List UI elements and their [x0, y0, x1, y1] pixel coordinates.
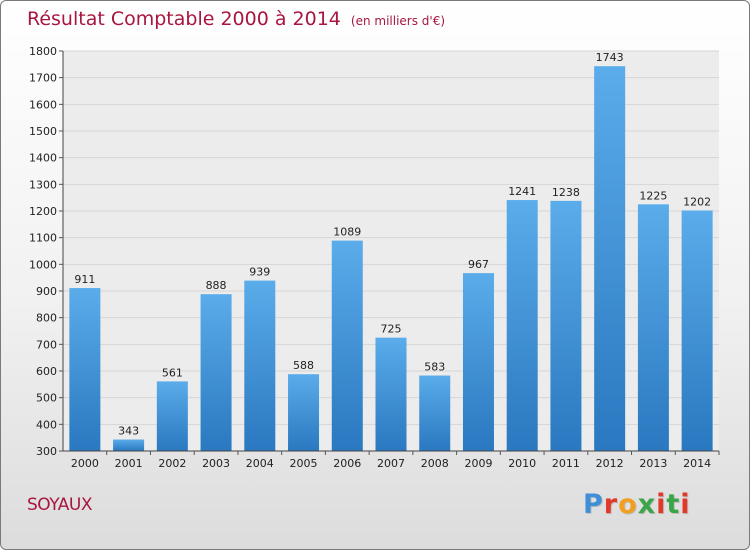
value-label-2009: 967	[468, 258, 489, 271]
value-label-2012: 1743	[596, 51, 624, 64]
y-tick-label-400: 400	[36, 418, 57, 431]
x-tick-label-2009: 2009	[464, 457, 492, 470]
x-tick-label-2004: 2004	[246, 457, 274, 470]
axes	[62, 51, 719, 452]
x-tick-label-2008: 2008	[421, 457, 449, 470]
value-label-2014: 1202	[683, 195, 711, 208]
bar-2005	[288, 374, 320, 451]
logo-letter-5: t	[666, 489, 681, 520]
chart-title-text: Résultat Comptable 2000 à 2014	[27, 8, 341, 30]
bars	[69, 66, 713, 451]
y-tick-label-1200: 1200	[29, 205, 57, 218]
logo-letter-6: i	[680, 489, 691, 520]
y-tick-label-800: 800	[36, 312, 57, 325]
x-tick-label-2012: 2012	[596, 457, 624, 470]
y-tick-label-600: 600	[36, 365, 57, 378]
x-tick-label-2014: 2014	[683, 457, 711, 470]
y-tick-label-300: 300	[36, 445, 57, 458]
x-tick-label-2007: 2007	[377, 457, 405, 470]
y-tick-label-1100: 1100	[29, 232, 57, 245]
proxiti-logo: Proxiti	[583, 489, 691, 520]
x-tick-label-2003: 2003	[202, 457, 230, 470]
bar-2010	[506, 200, 538, 451]
value-label-2001: 343	[118, 425, 139, 438]
value-label-2002: 561	[162, 366, 183, 379]
x-tick-label-2011: 2011	[552, 457, 580, 470]
logo-letter-3: x	[637, 489, 657, 520]
y-tick-label-500: 500	[36, 392, 57, 405]
bar-2007	[375, 337, 407, 451]
value-label-2006: 1089	[333, 226, 361, 239]
y-tick-label-900: 900	[36, 285, 57, 298]
value-label-2008: 583	[424, 361, 445, 374]
y-tick-label-1700: 1700	[29, 72, 57, 85]
x-tick-label-2002: 2002	[158, 457, 186, 470]
bar-2006	[331, 240, 363, 451]
value-label-2007: 725	[381, 323, 402, 336]
logo-letter-4: i	[656, 489, 667, 520]
x-tick-label-2000: 2000	[71, 457, 99, 470]
city-name: SOYAUX	[27, 495, 93, 515]
bar-2011	[550, 200, 582, 451]
x-tick-label-2006: 2006	[333, 457, 361, 470]
y-tick-label-1600: 1600	[29, 98, 57, 111]
bar-2013	[637, 204, 669, 451]
value-label-2004: 939	[249, 266, 270, 279]
value-label-2003: 888	[206, 279, 227, 292]
bar-2004	[244, 280, 276, 451]
bar-2012	[594, 66, 626, 451]
y-tick-label-1300: 1300	[29, 178, 57, 191]
value-label-2005: 588	[293, 359, 314, 372]
value-labels: 911 343 561 888 939 588 1089 725 583 967 1241 1238 1…	[74, 51, 711, 437]
logo-letter-2: o	[618, 489, 638, 520]
x-tick-label-2005: 2005	[290, 457, 318, 470]
y-tick-label-1800: 1800	[29, 45, 57, 58]
y-axis-ticks: 300 400 500 600 700 800 900 1000 1100 1200 1300 140…	[29, 45, 63, 458]
y-tick-label-700: 700	[36, 338, 57, 351]
bar-2000	[69, 288, 101, 451]
bar-2003	[200, 294, 232, 451]
value-label-2010: 1241	[508, 185, 536, 198]
bar-2002	[156, 381, 188, 451]
value-label-2013: 1225	[639, 189, 667, 202]
x-axis-ticks: 2000 2001 2002 2003 2004 2005 2006 2007 2008 2009…	[71, 451, 720, 470]
x-tick-label-2013: 2013	[639, 457, 667, 470]
x-tick-label-2001: 2001	[115, 457, 143, 470]
value-label-2011: 1238	[552, 186, 580, 199]
x-tick-label-2010: 2010	[508, 457, 536, 470]
y-tick-label-1500: 1500	[29, 125, 57, 138]
y-tick-label-1400: 1400	[29, 152, 57, 165]
bar-2008	[419, 375, 451, 451]
chart-subtitle: (en milliers d'€)	[350, 14, 446, 28]
chart-title: Résultat Comptable 2000 à 2014 (en millie…	[27, 8, 445, 30]
bar-2009	[462, 273, 494, 451]
y-tick-label-1000: 1000	[29, 258, 57, 271]
logo-letter-0: P	[583, 489, 604, 520]
bar-2001	[113, 439, 145, 451]
value-label-2000: 911	[74, 273, 95, 286]
logo-letter-1: r	[603, 489, 619, 520]
bar-2014	[681, 210, 713, 451]
